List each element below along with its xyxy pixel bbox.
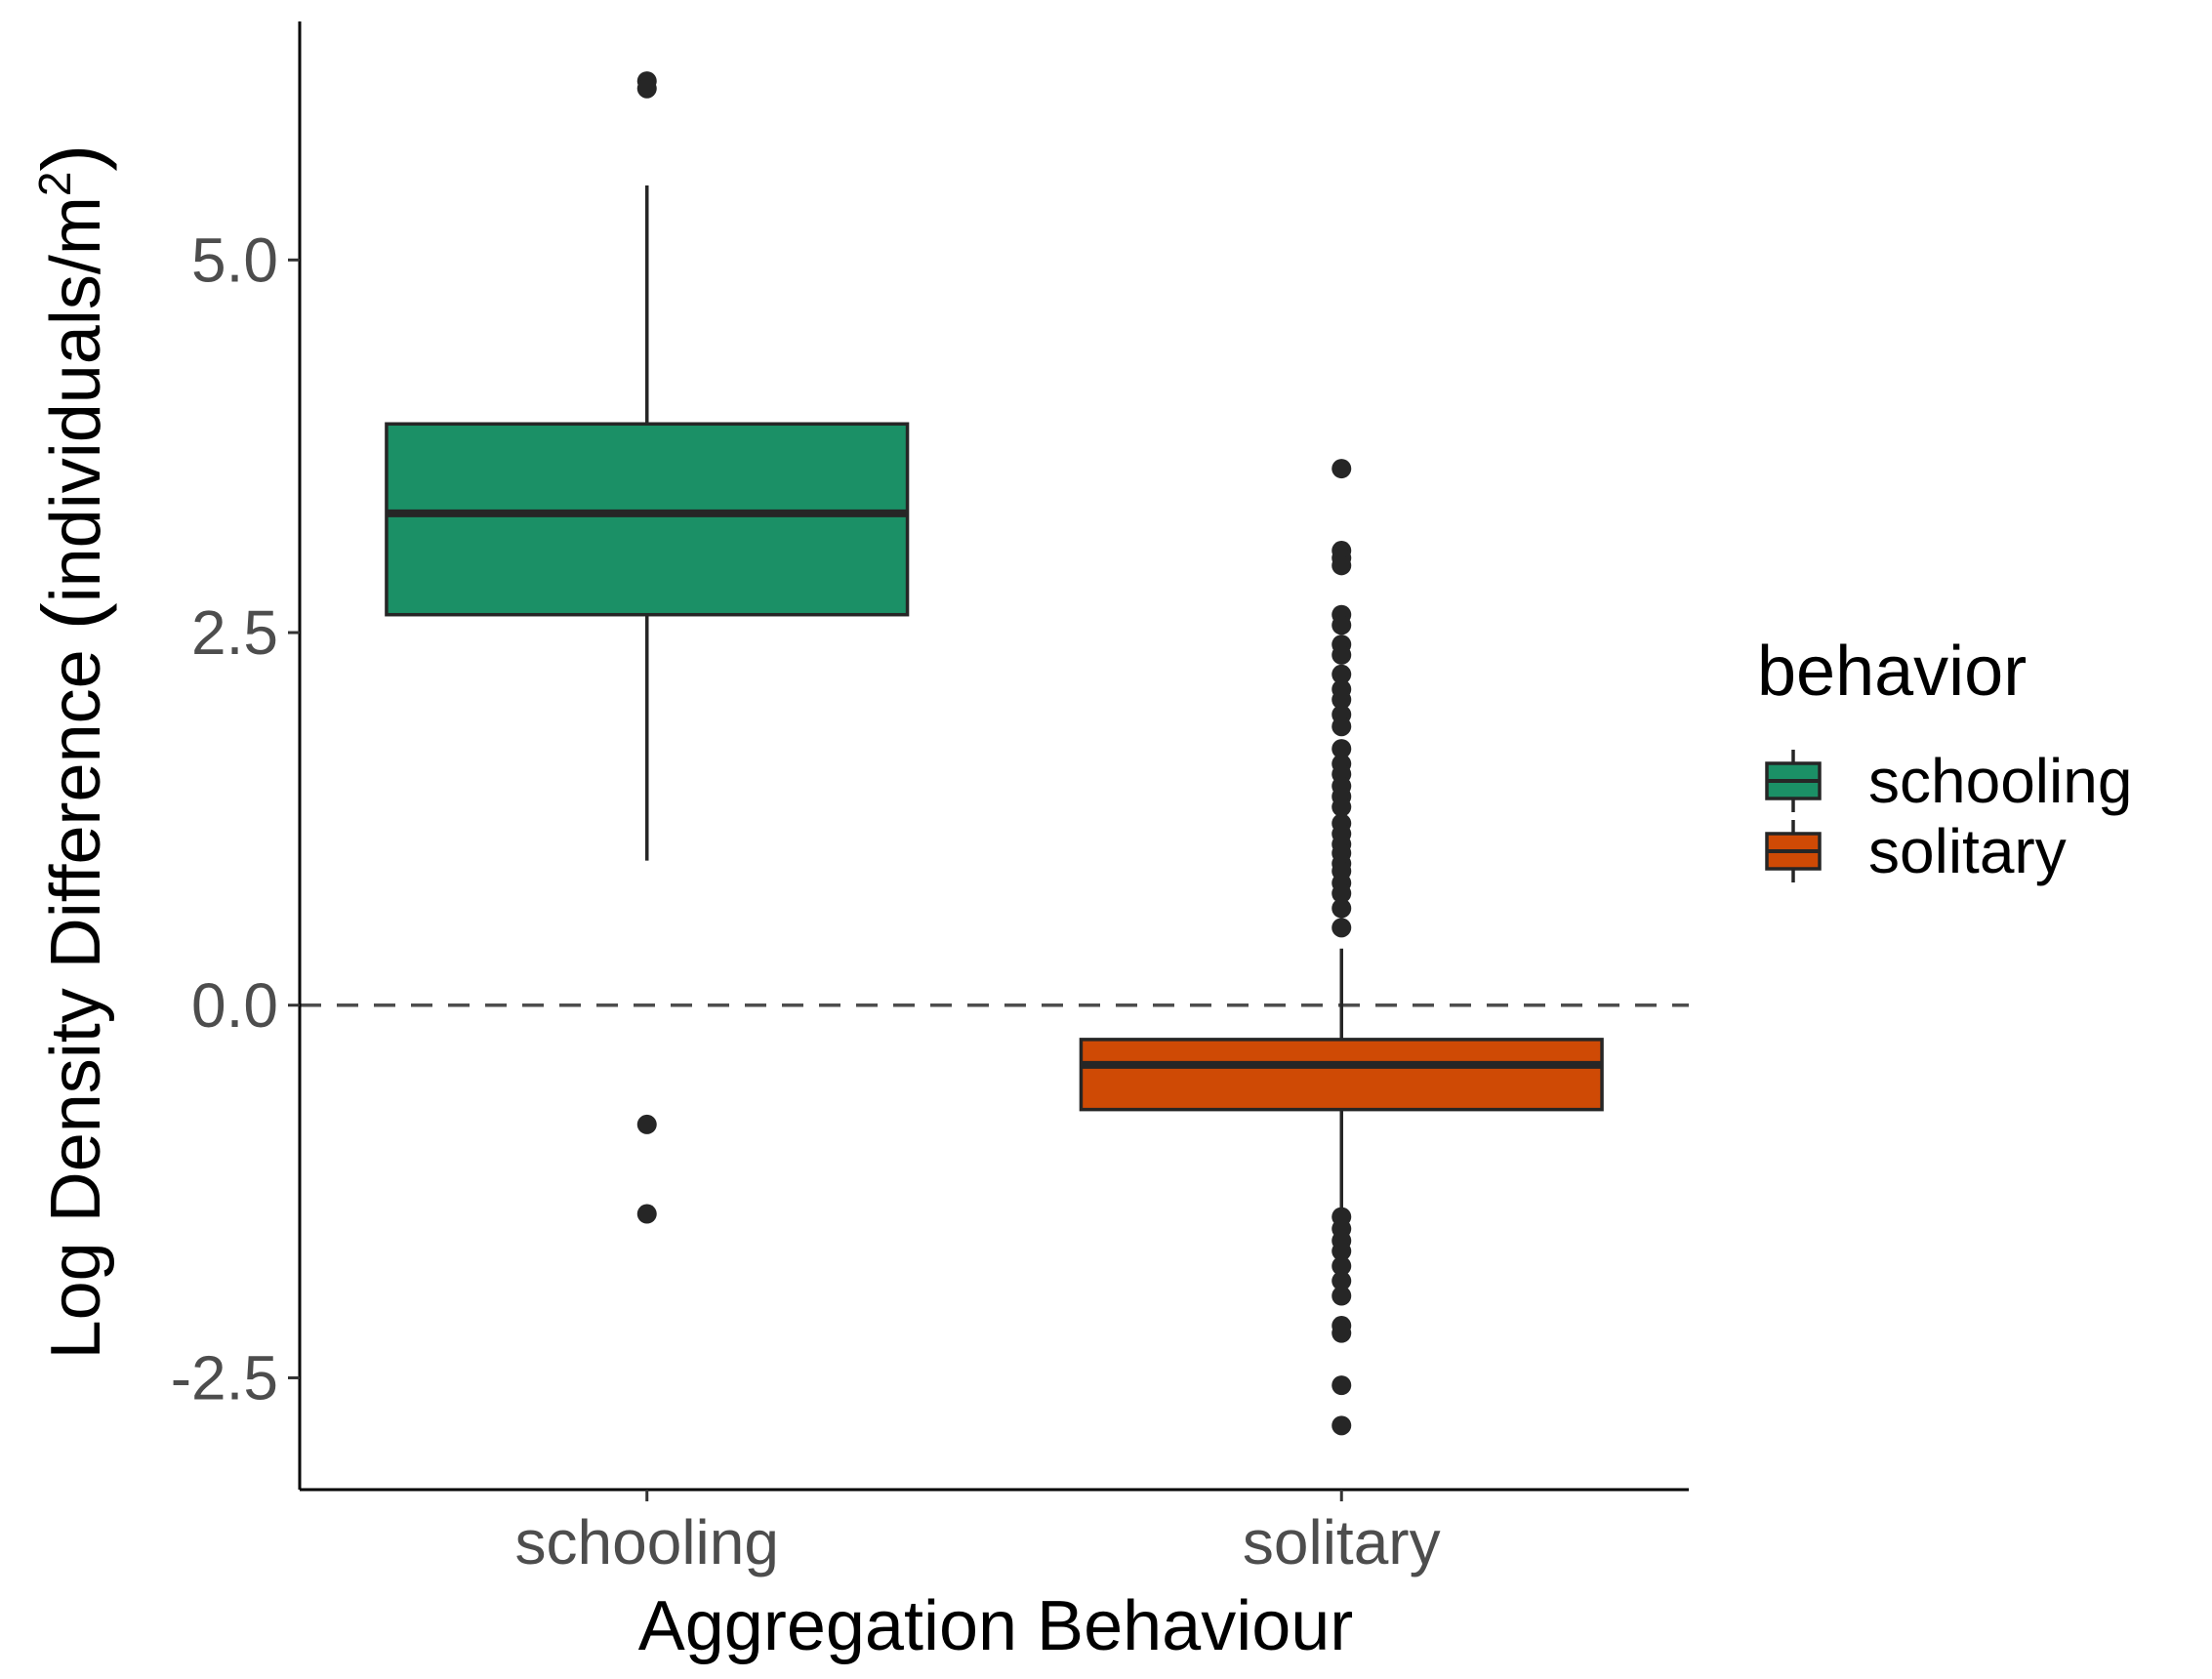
box-rect-schooling [385,422,910,617]
outlier-point-solitary-26 [1331,883,1352,904]
x-axis-title: Aggregation Behaviour [638,1587,1354,1665]
y-axis-title-main: Log Density Difference [37,630,115,1359]
outlier-point-solitary-3 [1331,555,1352,576]
plot-area [300,71,1689,1436]
legend-title: behavior [1757,633,2027,711]
outlier-point-schooling-1 [636,78,657,99]
box-solitary [1079,459,1604,1436]
y-axis-title-close-paren: ) [25,144,117,172]
outlier-point-solitary-18 [1331,797,1352,817]
outlier-point-solitary-10 [1331,689,1352,710]
y-axis: -2.5 0.0 2.5 5.0 [171,21,302,1490]
outlier-point-solitary-33 [1331,1255,1352,1276]
outlier-point-solitary-32 [1331,1241,1352,1261]
y-tick-label-0: -2.5 [171,1342,278,1413]
y-tick-label-3: 5.0 [191,225,278,295]
outlier-point-solitary-34 [1331,1271,1352,1291]
outlier-point-solitary-0 [1331,459,1352,479]
y-axis-title: Log Density Difference (individuals/m2) [25,144,117,1360]
outlier-point-solitary-13 [1331,739,1352,759]
outlier-point-solitary-12 [1331,717,1352,737]
x-axis: schooling solitary [300,1488,1689,1577]
outlier-point-solitary-37 [1331,1323,1352,1343]
box-rect-solitary [1079,1038,1604,1112]
legend-item-schooling: schooling [1765,746,2132,816]
box-schooling [385,71,910,1224]
outlier-point-schooling-2 [636,1114,657,1134]
y-tick-label-2: 2.5 [191,597,278,668]
outlier-point-solitary-35 [1331,1286,1352,1306]
y-axis-title-open-paren: ( [25,602,117,630]
legend-label-schooling: schooling [1868,746,2132,816]
outlier-point-solitary-7 [1331,644,1352,665]
outlier-point-schooling-3 [636,1204,657,1224]
x-tick-label-solitary: solitary [1243,1507,1441,1577]
y-tick-label-1: 0.0 [191,970,278,1041]
y-axis-title-superscript: 2 [29,172,80,197]
outlier-point-solitary-38 [1331,1375,1352,1396]
x-tick-label-schooling: schooling [515,1507,779,1577]
outlier-point-solitary-5 [1331,615,1352,635]
legend-item-solitary: solitary [1765,816,2067,886]
y-axis-title-unit: individuals/m [37,196,115,602]
legend-label-solitary: solitary [1868,816,2067,886]
outlier-point-solitary-27 [1331,898,1352,919]
outlier-point-solitary-8 [1331,664,1352,684]
outlier-point-solitary-39 [1331,1415,1352,1436]
outlier-point-solitary-28 [1331,918,1352,938]
